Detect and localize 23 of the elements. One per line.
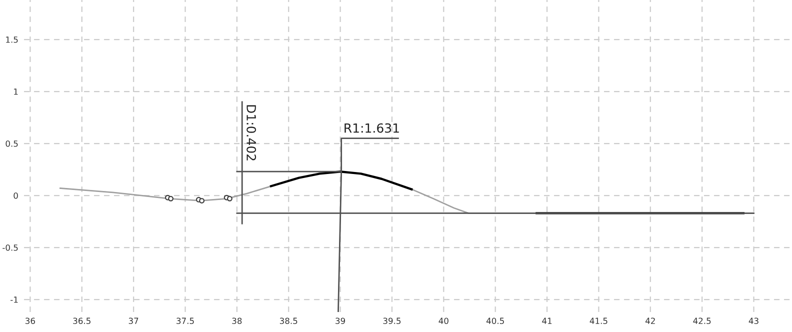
x-tick-label: 41.5 bbox=[590, 318, 608, 324]
x-tick-label: 36.5 bbox=[73, 318, 90, 324]
y-tick-label: 1.5 bbox=[6, 36, 18, 43]
y-tick-label: 1 bbox=[14, 88, 18, 95]
x-tick-label: 36 bbox=[26, 318, 35, 324]
y-tick-label: 0.5 bbox=[6, 140, 18, 147]
x-tick-label: 39.5 bbox=[383, 318, 401, 324]
y-tick-label: 0 bbox=[14, 192, 18, 199]
annotation: R1:1.631 bbox=[344, 123, 399, 133]
x-tick-label: 43 bbox=[748, 318, 758, 324]
x-tick-label: 40 bbox=[438, 318, 448, 324]
x-tick-label: 42.5 bbox=[693, 318, 711, 324]
x-tick-label: 38.5 bbox=[280, 318, 298, 324]
annotation: D1:0.402 bbox=[246, 105, 256, 160]
x-tick-label: 42 bbox=[645, 318, 655, 324]
x-tick-label: 37.5 bbox=[176, 318, 194, 324]
y-tick-label: -1 bbox=[10, 296, 18, 303]
x-tick-label: 40.5 bbox=[486, 318, 504, 324]
y-tick-label: -0.5 bbox=[2, 244, 18, 251]
x-tick-label: 38 bbox=[232, 318, 242, 324]
x-tick-label: 37 bbox=[128, 318, 138, 324]
x-tick-label: 39 bbox=[336, 318, 346, 324]
x-tick-label: 41 bbox=[542, 318, 552, 324]
